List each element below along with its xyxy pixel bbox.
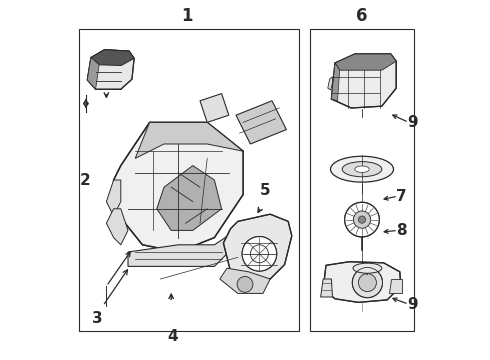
Polygon shape	[91, 50, 134, 66]
Text: 1: 1	[182, 7, 193, 25]
Polygon shape	[157, 166, 221, 230]
Text: 5: 5	[260, 183, 270, 198]
Circle shape	[242, 237, 277, 271]
Polygon shape	[331, 54, 396, 108]
Text: 7: 7	[396, 189, 407, 204]
Polygon shape	[236, 101, 286, 144]
Polygon shape	[87, 50, 134, 89]
Circle shape	[242, 237, 277, 271]
Text: 9: 9	[407, 115, 417, 130]
Text: 4: 4	[168, 329, 178, 344]
Circle shape	[352, 267, 383, 298]
Circle shape	[358, 274, 376, 292]
Ellipse shape	[353, 263, 382, 273]
Bar	[310, 29, 414, 331]
Polygon shape	[200, 94, 229, 122]
Polygon shape	[331, 63, 340, 101]
Ellipse shape	[330, 156, 393, 182]
Polygon shape	[320, 279, 333, 297]
Circle shape	[250, 245, 269, 263]
Polygon shape	[128, 230, 236, 266]
Circle shape	[358, 216, 366, 223]
Polygon shape	[106, 180, 121, 216]
Polygon shape	[87, 58, 99, 89]
Text: 2: 2	[79, 172, 90, 188]
Polygon shape	[389, 279, 402, 293]
Ellipse shape	[355, 166, 369, 172]
Polygon shape	[135, 122, 243, 158]
Polygon shape	[114, 122, 243, 252]
Circle shape	[345, 202, 379, 237]
Polygon shape	[223, 214, 292, 283]
Polygon shape	[335, 54, 396, 70]
Text: 3: 3	[92, 311, 103, 326]
Text: 6: 6	[356, 7, 368, 25]
Text: 8: 8	[396, 223, 407, 238]
Circle shape	[345, 202, 379, 237]
Text: 9: 9	[407, 297, 417, 312]
Circle shape	[353, 211, 370, 228]
Bar	[79, 29, 299, 331]
Polygon shape	[106, 209, 128, 245]
Polygon shape	[328, 77, 333, 90]
Polygon shape	[323, 262, 401, 302]
Ellipse shape	[342, 162, 382, 177]
Circle shape	[237, 276, 253, 292]
Polygon shape	[220, 268, 270, 293]
